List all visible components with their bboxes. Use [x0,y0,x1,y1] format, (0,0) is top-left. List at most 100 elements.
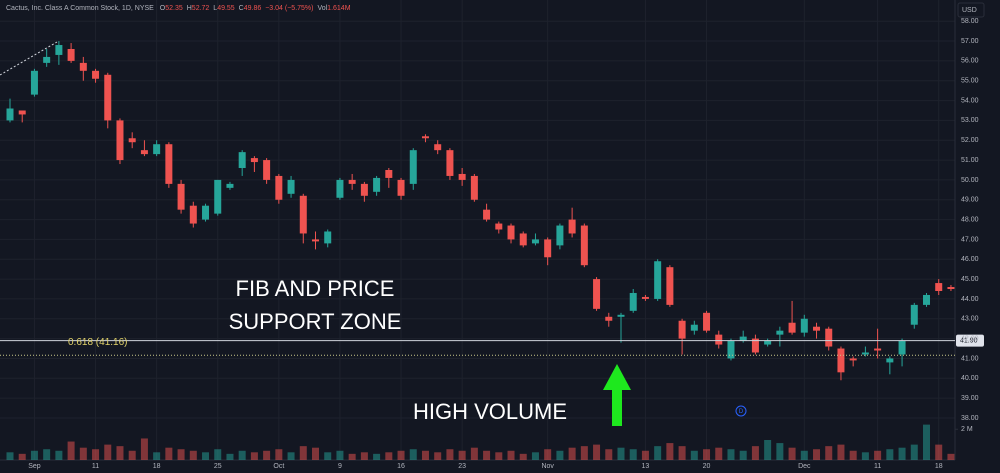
y-tick-label: 58.00 [961,18,979,25]
stat-value: 49.55 [217,5,235,12]
candle-body [519,233,527,246]
volume-bar [177,449,185,460]
dividend-label[interactable]: D [739,409,744,415]
candle-body [483,209,491,220]
volume-bar [849,450,857,460]
y-tick-label: 57.00 [961,38,979,45]
y-tick-label: 49.00 [961,197,979,204]
x-tick-label: 18 [153,463,161,470]
volume-bar [947,453,955,460]
candle-body [751,338,759,353]
candle-body [605,316,613,321]
candle-body [397,179,405,196]
volume-bar [727,449,735,460]
candle-body [128,138,136,143]
candle-body [18,110,26,115]
candle-body [727,340,735,359]
x-tick-label: 23 [458,463,466,470]
volume-bar [825,446,833,460]
volume-bar [910,444,918,460]
volume-bar [470,447,478,460]
volume-bar [67,441,75,460]
volume-bar [214,449,222,460]
candle-body [654,261,662,299]
volume-bar [593,444,601,460]
volume-bar [813,449,821,460]
candle-body [910,304,918,325]
candle-body [544,239,552,258]
header-title: Cactus, Inc. Class A Common Stock, 1D, N… [6,5,154,12]
volume-bar [678,446,686,460]
volume-bar [898,447,906,460]
candle-body [556,225,564,246]
volume-bar [861,452,869,460]
grid [0,0,955,460]
volume-bar [79,447,87,460]
price-label-box [956,334,984,347]
candle-body [67,48,75,61]
candle-body [55,45,63,55]
candle-body [6,108,14,121]
volume-bar [556,450,564,460]
overlays: 41.90 0.618 (41.16) [0,334,984,356]
volume-bar [18,453,26,460]
x-tick-label: 11 [92,463,99,470]
stat-value: 52.35 [165,5,183,12]
volume-bar [446,449,454,460]
x-tick-label: 25 [214,463,222,470]
candle-body [861,352,869,355]
candle-body [104,74,112,121]
candle-body [79,62,87,71]
vol-key: Vol [317,5,327,12]
candle-body [140,150,148,155]
y-tick-label: 51.00 [961,157,979,164]
x-tick-label: 13 [642,463,650,470]
currency[interactable]: USD [962,7,977,14]
candle-body [898,340,906,355]
volume-bar [55,450,63,460]
volume-bar [788,447,796,460]
candle-body [788,322,796,333]
stat-key: C [239,5,244,12]
volume-bar [153,452,161,460]
volume-bar [739,450,747,460]
y-tick-label: 46.00 [961,256,979,263]
y-tick-label: 47.00 [961,236,979,243]
volume-bar [641,450,649,460]
dividend-icon[interactable] [735,405,747,417]
volume-bar [348,453,356,460]
candle-body [923,294,930,305]
candle-body [837,348,845,373]
candle-body [874,348,882,351]
volume-bar [299,446,307,460]
volume-bar [874,450,882,460]
volume-bar [434,452,442,460]
vol-value: 1.614M [327,5,351,12]
volume-bar [128,450,136,460]
currency-box[interactable] [957,2,985,18]
price-label: 41.90 [960,337,978,344]
change: −3.04 (−5.75%) [265,5,313,12]
volume-bar [544,449,552,460]
candle-body [116,120,124,161]
candle-body [336,179,344,198]
volume-bar [165,447,173,460]
candle-body [776,330,784,335]
candle-body [373,177,381,192]
volume-bar [373,453,381,460]
candle-body [434,144,442,151]
volume-bar [690,450,698,460]
candle-body [299,195,307,234]
y-tick-label: 42.00 [961,335,979,342]
volume-bar [189,450,197,460]
candle-body [703,312,711,331]
candle-body [641,296,649,299]
volume-bar [617,447,625,460]
volume-pane [6,424,955,460]
volume-bar [507,450,515,460]
arrow [603,364,631,426]
candle-body [385,169,393,178]
y-tick-label: 40.00 [961,375,979,382]
